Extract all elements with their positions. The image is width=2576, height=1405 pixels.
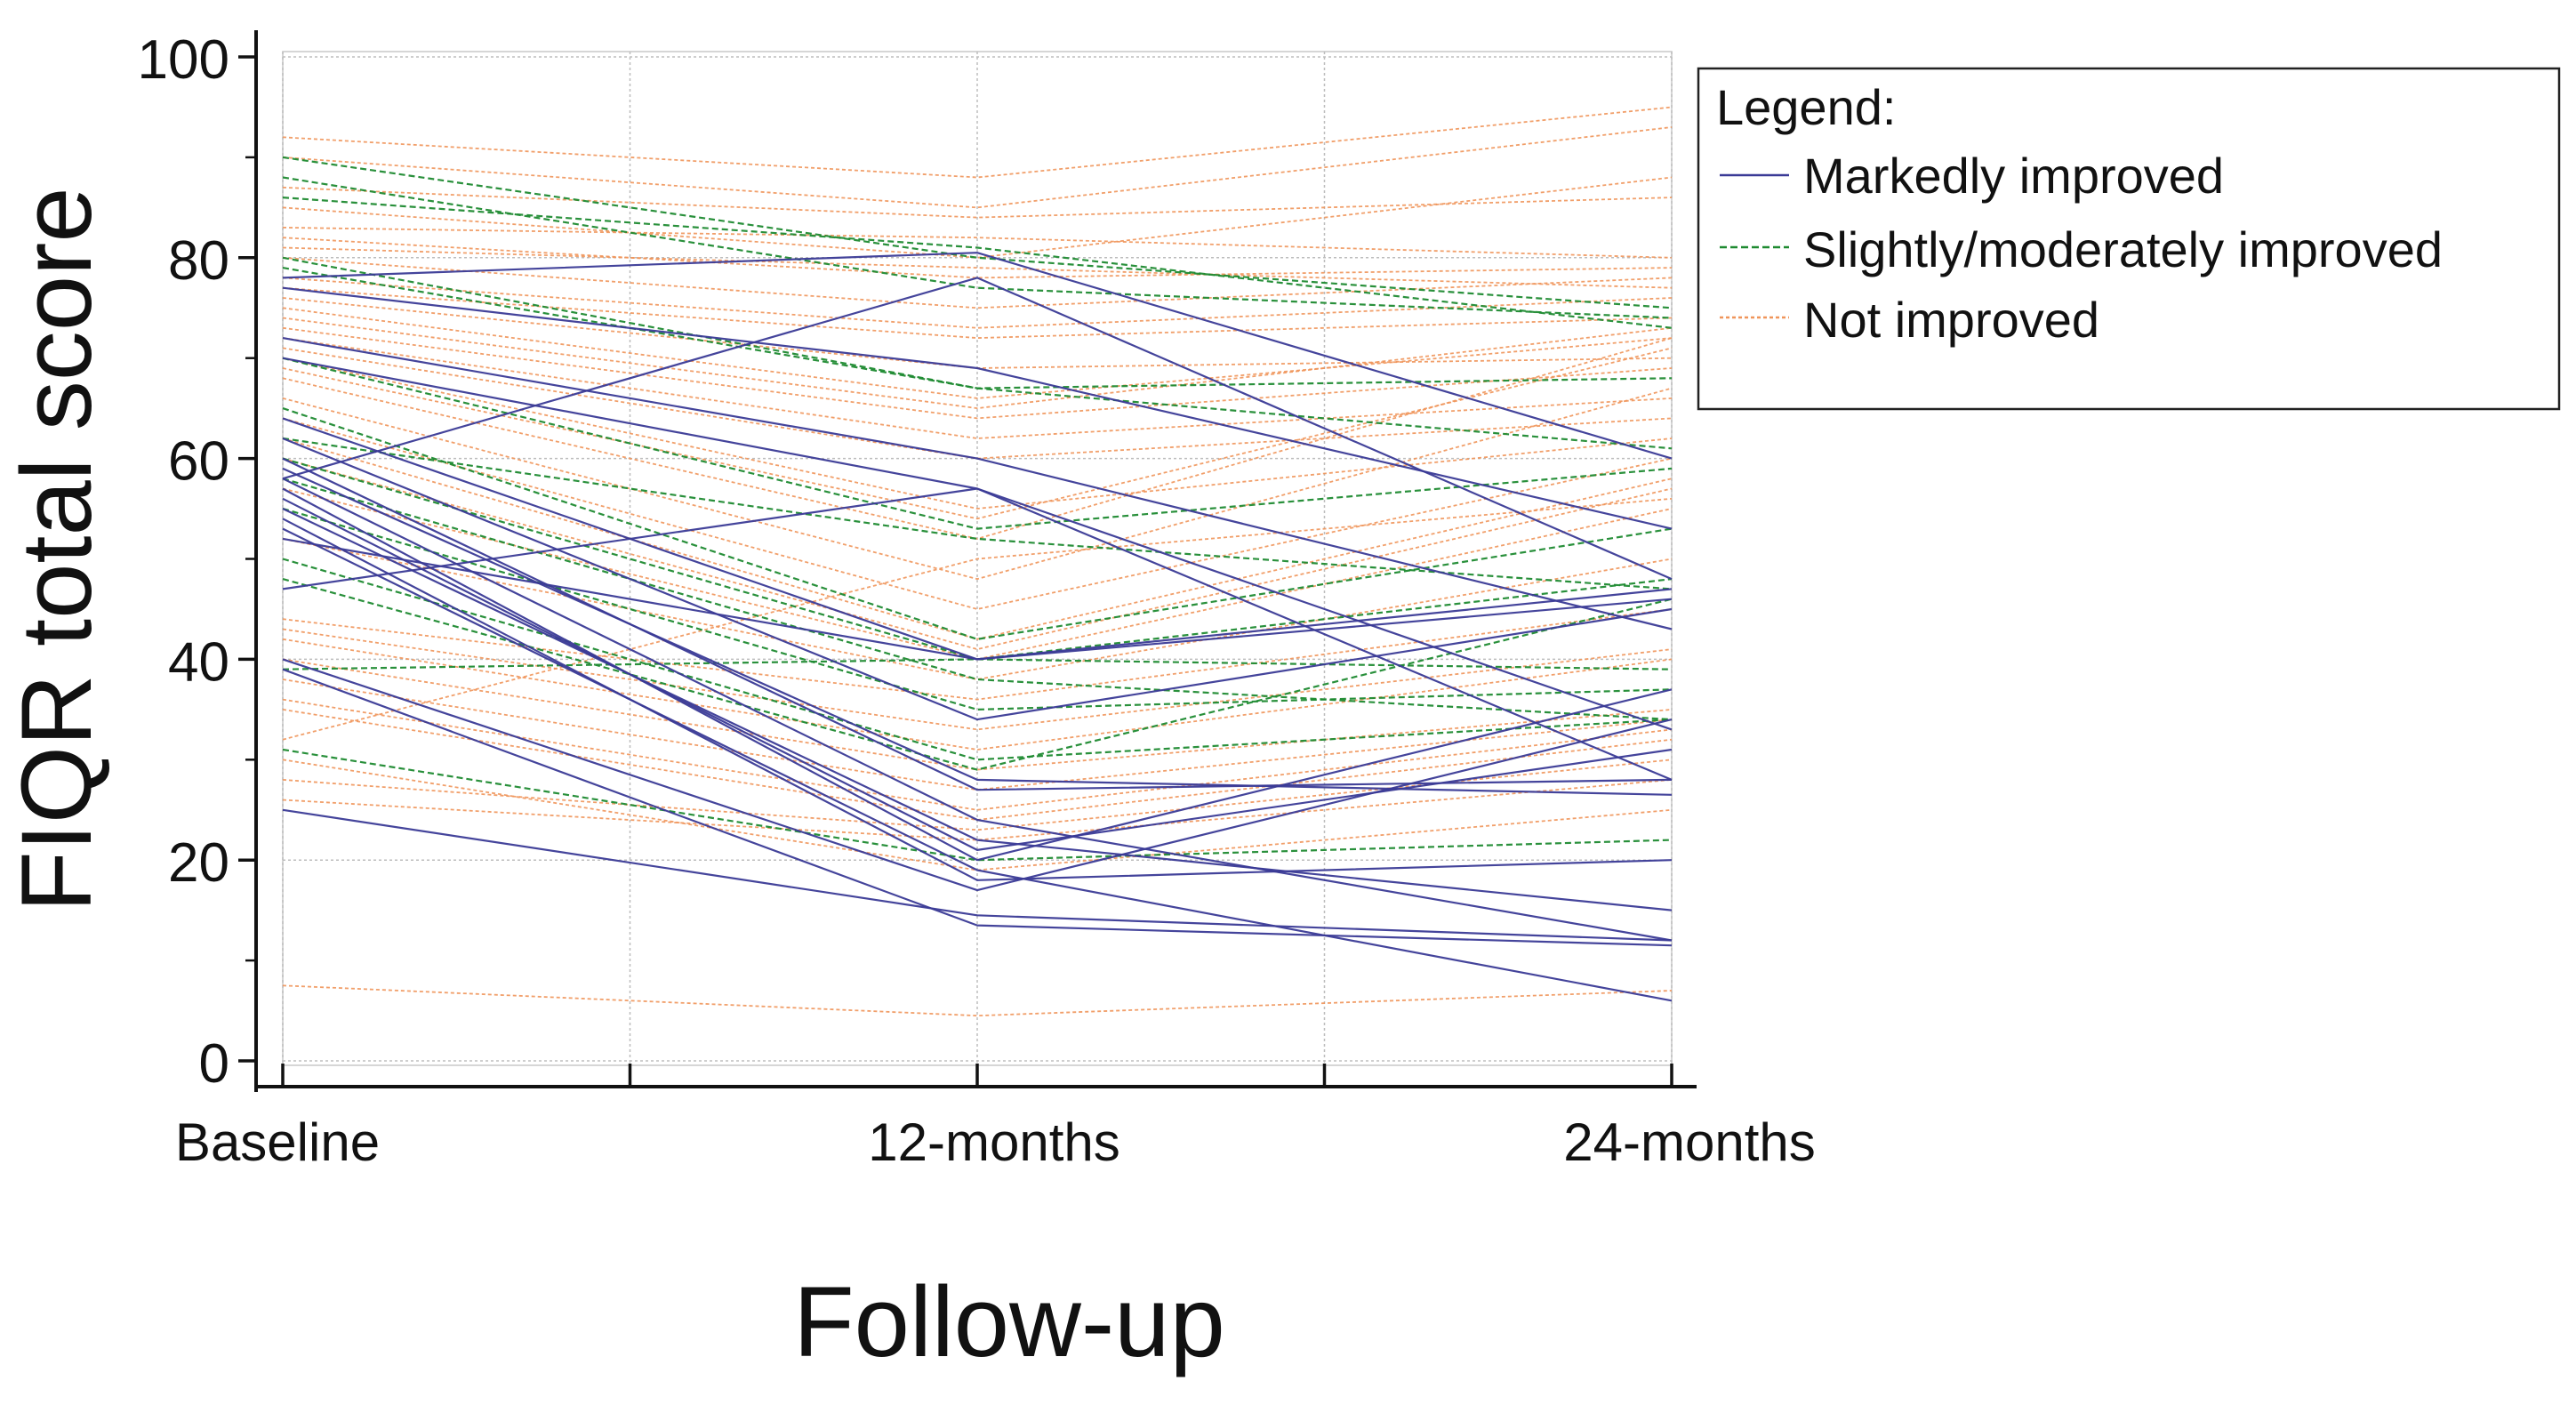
- series-line-not-improved: [282, 347, 1673, 520]
- series-line-markedly-improved: [282, 487, 1673, 862]
- series-line-not-improved: [282, 538, 1673, 680]
- series-line-not-improved: [282, 106, 1673, 179]
- series-line-markedly-improved: [282, 658, 1673, 892]
- series-line-not-improved: [282, 984, 1673, 1017]
- series-line-not-improved: [282, 497, 1673, 741]
- legend-title: Legend:: [1716, 79, 1896, 135]
- series-line-slightly-moderately-improved: [282, 558, 1673, 761]
- series-line-not-improved: [282, 779, 1673, 841]
- series-line-not-improved: [282, 337, 1673, 439]
- y-tick-label: 80: [168, 230, 229, 292]
- series-line-markedly-improved: [282, 252, 1673, 460]
- y-tick-label: 20: [168, 832, 229, 894]
- series-line-slightly-moderately-improved: [282, 357, 1673, 530]
- series-line-not-improved: [282, 608, 1673, 701]
- series-line-slightly-moderately-improved: [282, 507, 1673, 711]
- series-line-markedly-improved: [282, 497, 1673, 852]
- y-tick-label: 100: [138, 29, 229, 91]
- series-line-markedly-improved: [282, 668, 1673, 947]
- series-line-markedly-improved: [282, 518, 1673, 881]
- series-line-slightly-moderately-improved: [282, 748, 1673, 862]
- series-line-markedly-improved: [282, 437, 1673, 721]
- y-tick-label: 60: [168, 431, 229, 493]
- x-tick-label: 12-months: [868, 1112, 1119, 1172]
- series-line-not-improved: [282, 227, 1673, 259]
- series-line-slightly-moderately-improved: [282, 478, 1673, 721]
- series-line-not-improved: [282, 347, 1673, 460]
- series-line-not-improved: [282, 126, 1673, 209]
- series-line-not-improved: [282, 326, 1673, 420]
- series-line-not-improved: [282, 759, 1673, 831]
- legend-label-markedly-improved: Markedly improved: [1803, 148, 2224, 204]
- x-axis-title: Follow-up: [793, 1266, 1225, 1377]
- series-line-not-improved: [282, 237, 1673, 279]
- series-line-slightly-moderately-improved: [282, 197, 1673, 329]
- series-line-markedly-improved: [282, 537, 1673, 661]
- series-line-slightly-moderately-improved: [282, 156, 1673, 309]
- series-line-not-improved: [282, 417, 1673, 610]
- series-line-markedly-improved: [282, 487, 1673, 781]
- series-line-markedly-improved: [282, 808, 1673, 942]
- legend-label-not-improved: Not improved: [1803, 292, 2099, 348]
- series-line-slightly-moderately-improved: [282, 457, 1673, 661]
- x-tick-label: Baseline: [175, 1112, 380, 1172]
- legend-label-slightly-moderately-improved: Slightly/moderately improved: [1803, 221, 2443, 277]
- y-tick-label: 0: [199, 1033, 229, 1095]
- series-line-not-improved: [282, 317, 1673, 410]
- series-line-not-improved: [282, 246, 1673, 289]
- series-line-slightly-moderately-improved: [282, 176, 1673, 319]
- legend: Legend: Markedly improved Slightly/moder…: [1697, 67, 2561, 411]
- series-line-not-improved: [282, 337, 1673, 540]
- series-line-markedly-improved: [282, 527, 1673, 1002]
- series-line-not-improved: [282, 357, 1673, 510]
- series-line-markedly-improved: [282, 467, 1673, 796]
- y-tick-label: 40: [168, 631, 229, 693]
- x-tick-label: 24-months: [1563, 1112, 1815, 1172]
- legend-box: [1697, 67, 2561, 411]
- series-line-markedly-improved: [282, 286, 1673, 530]
- series-line-markedly-improved: [282, 508, 1673, 911]
- series-line-not-improved: [282, 387, 1673, 580]
- series-lines: [282, 106, 1673, 1017]
- series-line-not-improved: [282, 307, 1673, 399]
- series-line-not-improved: [282, 186, 1673, 219]
- series-line-not-improved: [282, 438, 1673, 640]
- series-line-not-improved: [282, 457, 1673, 650]
- series-line-not-improved: [282, 256, 1673, 309]
- series-line-slightly-moderately-improved: [282, 267, 1673, 450]
- y-axis-title: FIQR total score: [1, 187, 112, 911]
- series-line-not-improved: [282, 286, 1673, 340]
- axes: 0 20 40 60 80 100 Baseline 12-months 24-months: [138, 29, 1816, 1172]
- series-line-markedly-improved: [282, 478, 1673, 942]
- series-line-markedly-improved: [282, 277, 1673, 581]
- series-line-not-improved: [282, 176, 1673, 259]
- series-line-markedly-improved: [282, 337, 1673, 630]
